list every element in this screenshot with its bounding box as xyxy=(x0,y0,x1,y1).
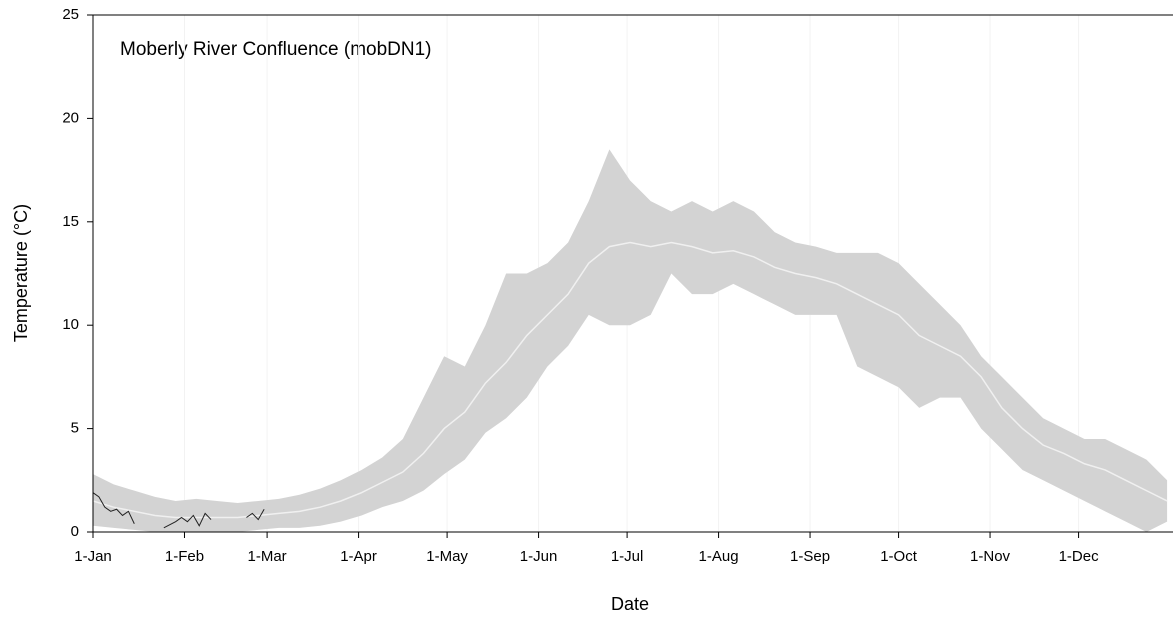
x-tick-label: 1-Jan xyxy=(74,548,112,565)
x-tick-label: 1-Feb xyxy=(165,548,204,565)
line xyxy=(92,492,265,529)
chart-title: Moberly River Confluence (mobDN1) xyxy=(120,39,432,60)
x-tick-label: 1-Sep xyxy=(790,548,830,565)
x-tick-label: 1-Mar xyxy=(248,548,287,565)
y-tick-label: 20 xyxy=(62,109,79,126)
x-tick-label: 1-Jul xyxy=(611,548,644,565)
x-axis-label: Date xyxy=(611,594,649,614)
y-tick-label: 10 xyxy=(62,316,79,333)
x-tick-label: 1-Nov xyxy=(970,548,1011,565)
x-tick-label: 1-Apr xyxy=(340,548,377,565)
range-band xyxy=(93,149,1168,533)
y-axis-label: Temperature (°C) xyxy=(11,204,31,342)
x-tick-label: 1-Oct xyxy=(880,548,918,565)
y-tick-label: 5 xyxy=(71,420,79,437)
x-tick-label: 1-Aug xyxy=(699,548,739,565)
y-tick-label: 0 xyxy=(71,523,79,540)
y-tick-label: 25 xyxy=(62,6,79,23)
y-tick-label: 15 xyxy=(62,213,79,230)
line xyxy=(92,241,1168,519)
x-tick-label: 1-Dec xyxy=(1059,548,1100,565)
x-tick-label: 1-Jun xyxy=(520,548,558,565)
x-tick-label: 1-May xyxy=(426,548,468,565)
